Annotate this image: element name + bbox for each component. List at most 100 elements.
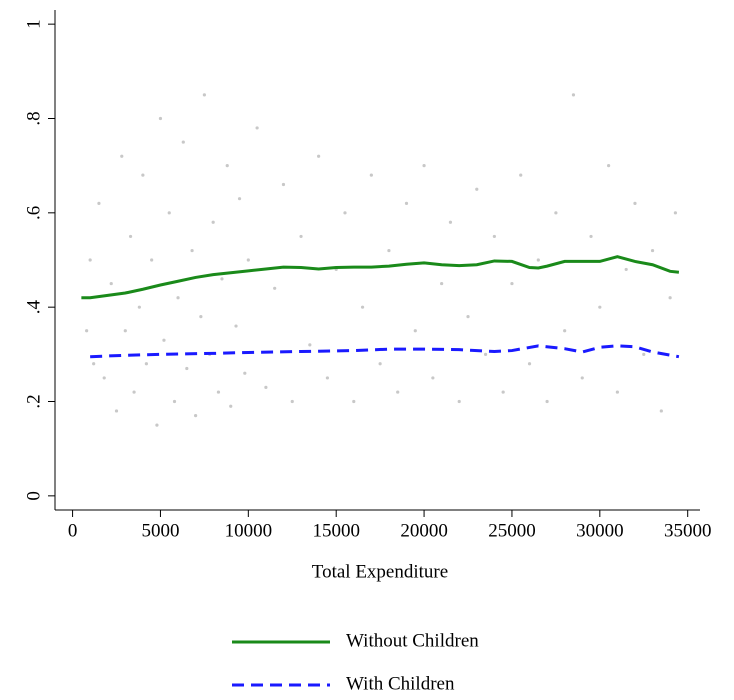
point (220, 277, 224, 281)
x-tick-label: 30000 (576, 520, 624, 541)
point (396, 390, 400, 394)
point (193, 414, 198, 418)
point (352, 399, 356, 404)
point (378, 362, 382, 366)
point (185, 366, 189, 371)
point (144, 362, 148, 366)
point (172, 399, 177, 404)
point (431, 376, 435, 380)
x-tick-label: 15000 (312, 520, 360, 541)
x-tick-label: 20000 (400, 520, 448, 541)
point (167, 211, 171, 215)
point (448, 220, 453, 224)
point (633, 201, 637, 205)
point (181, 140, 185, 144)
point (102, 376, 106, 380)
point (88, 258, 92, 262)
point (190, 248, 194, 253)
y-tick-label: .2 (23, 394, 44, 408)
x-tick-label: 10000 (225, 520, 273, 541)
point (132, 390, 136, 394)
point (290, 399, 294, 404)
point (659, 409, 663, 413)
line (90, 344, 680, 359)
point (202, 93, 206, 97)
point (519, 173, 523, 177)
point (97, 201, 101, 205)
point (527, 362, 532, 366)
point (176, 296, 180, 300)
point (225, 164, 229, 168)
point (199, 315, 203, 319)
y-tick-label: .6 (23, 206, 44, 220)
point (128, 234, 133, 239)
line (81, 255, 680, 300)
point (501, 390, 505, 394)
point (475, 187, 479, 191)
point (598, 305, 602, 309)
point (413, 329, 417, 333)
point (360, 305, 365, 309)
point (158, 116, 163, 121)
point (317, 154, 321, 158)
point (483, 352, 488, 356)
point (234, 324, 238, 328)
point (92, 362, 96, 366)
legend-label: With Children (346, 673, 455, 694)
point (650, 248, 655, 253)
point (162, 338, 166, 342)
point (440, 281, 444, 286)
point (615, 390, 619, 394)
y-tick-label: 0 (23, 491, 44, 501)
point (554, 211, 558, 215)
point (536, 258, 540, 262)
point (211, 220, 215, 224)
x-tick-label: 0 (68, 520, 78, 541)
point (114, 409, 119, 413)
x-tick-label: 5000 (141, 520, 179, 541)
point (545, 399, 549, 404)
point (255, 126, 259, 130)
point (264, 385, 268, 389)
y-tick-label: .8 (23, 111, 44, 125)
point (109, 281, 113, 286)
point (85, 329, 89, 333)
point (150, 258, 154, 262)
x-tick-label: 25000 (488, 520, 536, 541)
y-tick-label: .4 (23, 300, 44, 315)
point (325, 376, 330, 380)
y-tick-label: 1 (23, 19, 44, 29)
point (137, 305, 141, 309)
point (273, 286, 277, 290)
point (229, 404, 233, 408)
x-axis-label: Total Expenditure (312, 561, 448, 582)
point (343, 211, 347, 215)
point (466, 315, 470, 319)
legend-label: Without Children (346, 630, 479, 651)
point (299, 234, 303, 239)
point (673, 211, 677, 215)
point (237, 197, 242, 201)
point (243, 371, 247, 375)
point (155, 423, 159, 427)
point (563, 329, 567, 333)
point (216, 390, 221, 394)
point (571, 93, 576, 97)
x-tick-label: 35000 (664, 520, 712, 541)
point (123, 329, 127, 333)
point (457, 399, 461, 404)
point (607, 164, 611, 168)
point (422, 164, 426, 168)
point (141, 173, 145, 177)
point (589, 234, 593, 239)
point (510, 281, 514, 286)
point (492, 234, 496, 239)
point (369, 173, 373, 177)
point (580, 376, 584, 380)
point (387, 248, 391, 253)
point (308, 343, 312, 347)
point (624, 267, 628, 272)
point (642, 352, 646, 356)
point (120, 154, 124, 158)
